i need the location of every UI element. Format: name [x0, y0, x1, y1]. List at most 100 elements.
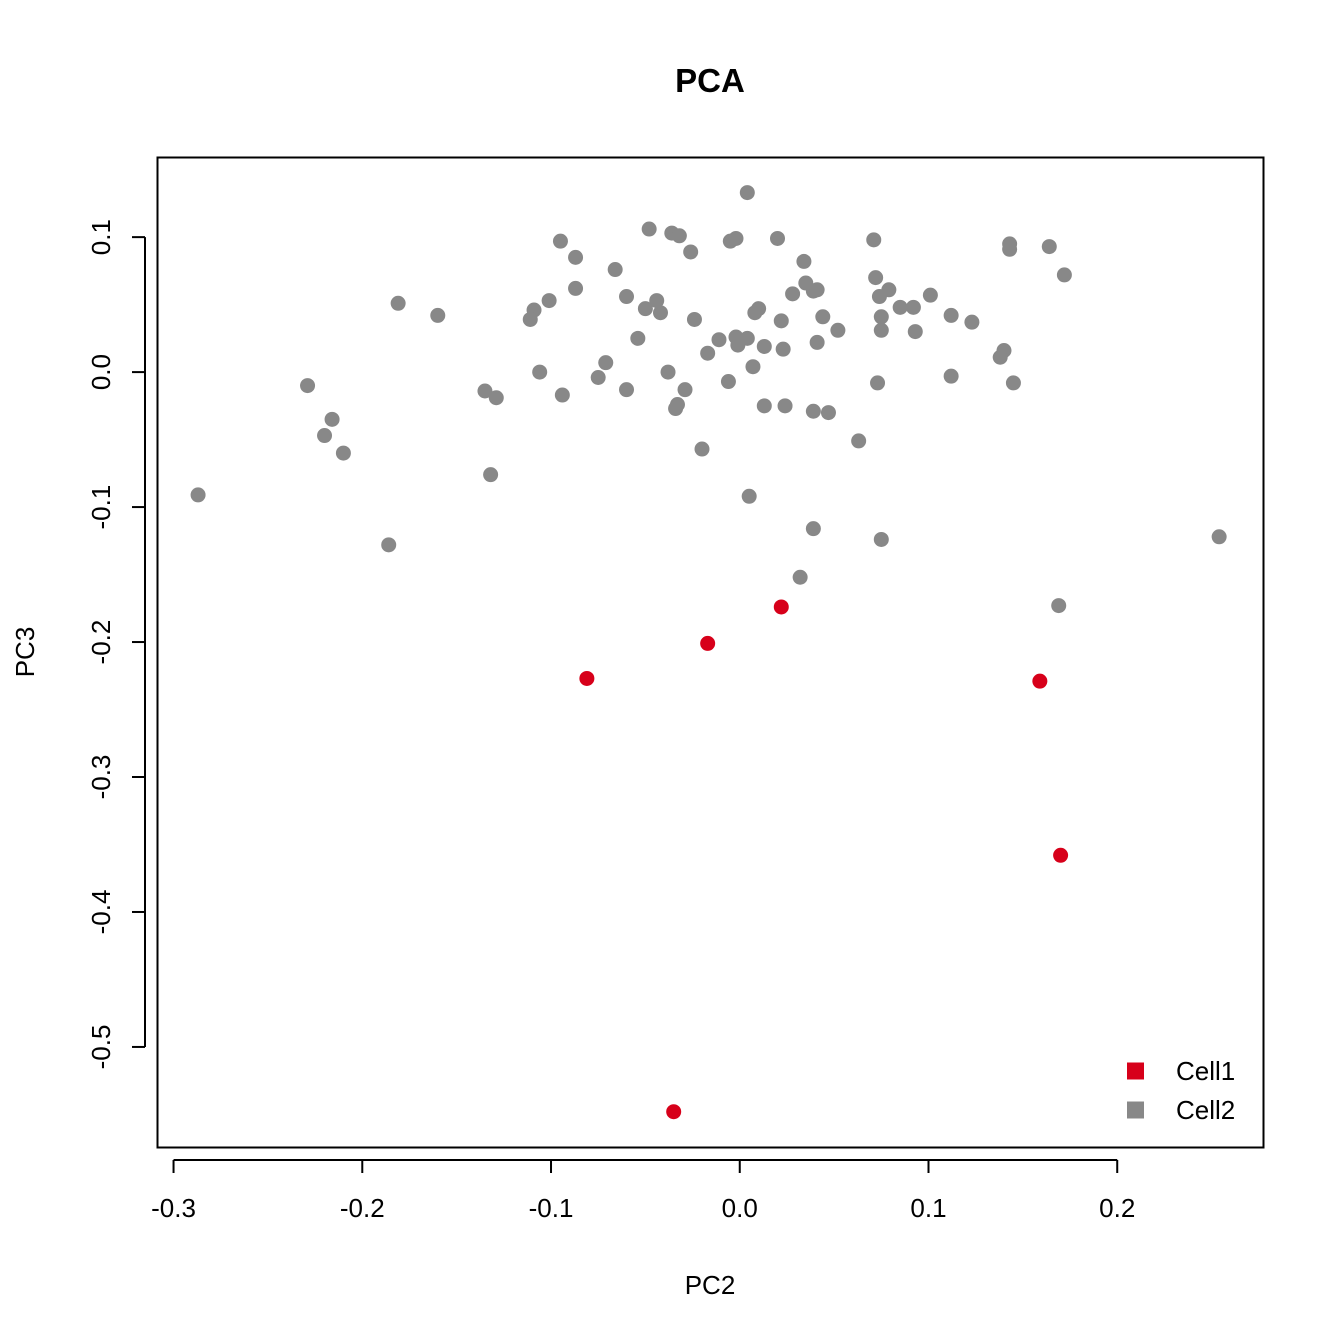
point-cell2	[851, 433, 867, 449]
point-cell2	[677, 382, 693, 398]
point-cell2	[483, 467, 499, 483]
point-cell2	[619, 382, 635, 398]
y-tick-label: -0.2	[86, 620, 116, 665]
point-cell2	[541, 293, 557, 309]
point-cell1	[579, 670, 595, 686]
point-cell2	[830, 322, 846, 338]
point-cell2	[660, 364, 676, 380]
point-cell2	[686, 311, 702, 327]
point-cell2	[728, 230, 744, 246]
point-cell2	[739, 185, 755, 201]
point-cell2	[532, 364, 548, 380]
point-cell2	[324, 411, 340, 427]
point-cell2	[630, 330, 646, 346]
point-cell2	[775, 341, 791, 357]
point-cell2	[943, 307, 959, 323]
point-cell2	[992, 349, 1008, 365]
point-cell2	[711, 332, 727, 348]
point-cell2	[809, 282, 825, 298]
point-cell2	[892, 299, 908, 315]
point-cell2	[598, 355, 614, 371]
legend: Cell1 Cell2	[1127, 1056, 1235, 1125]
point-cell2	[522, 311, 538, 327]
point-cell2	[792, 569, 808, 585]
point-cell2	[756, 398, 772, 414]
point-cell1	[1032, 673, 1048, 689]
point-cell2	[590, 370, 606, 385]
point-cell2	[568, 249, 584, 265]
point-cell2	[922, 287, 938, 303]
point-cell2	[1051, 598, 1067, 614]
x-axis: -0.3 -0.2 -0.1 0.0 0.1 0.2	[151, 1159, 1135, 1223]
x-tick-label: -0.1	[529, 1193, 574, 1223]
point-cell2	[317, 428, 333, 444]
point-cell2	[805, 403, 821, 419]
point-cell2	[905, 299, 921, 315]
data-points	[190, 185, 1227, 1120]
point-cell2	[300, 378, 316, 394]
point-cell1	[1053, 847, 1069, 863]
point-cell2	[777, 398, 793, 414]
point-cell2	[683, 244, 699, 260]
point-cell2	[568, 280, 584, 296]
point-cell2	[866, 232, 882, 248]
point-cell2	[430, 307, 446, 323]
point-cell2	[809, 334, 825, 350]
point-cell2	[649, 293, 665, 309]
x-axis-label: PC2	[685, 1270, 736, 1300]
point-cell2	[873, 309, 889, 325]
point-cell2	[488, 390, 504, 406]
y-tick-label: -0.4	[86, 890, 116, 935]
point-cell2	[720, 374, 736, 390]
point-cell2	[700, 345, 716, 361]
y-axis-label: PC3	[10, 627, 40, 678]
plot-frame	[156, 156, 1265, 1149]
point-cell2	[943, 368, 959, 384]
point-cell2	[652, 305, 668, 321]
x-tick-label: 0.0	[722, 1193, 758, 1223]
legend-label-cell2: Cell2	[1176, 1095, 1235, 1125]
y-tick-label: -0.1	[86, 485, 116, 530]
point-cell2	[637, 301, 653, 317]
point-cell2	[1211, 529, 1227, 545]
legend-label-cell1: Cell1	[1176, 1056, 1235, 1086]
point-cell2	[745, 359, 761, 375]
point-cell2	[668, 401, 684, 417]
point-cell2	[607, 262, 623, 278]
point-cell2	[741, 488, 757, 504]
point-cell2	[552, 233, 568, 249]
point-cell2	[1002, 241, 1018, 257]
point-cell2	[694, 441, 710, 457]
x-tick-label: -0.2	[340, 1193, 385, 1223]
point-cell2	[773, 313, 789, 329]
y-tick-label: 0.1	[86, 219, 116, 255]
point-cell2	[964, 314, 980, 330]
legend-swatch-cell2	[1127, 1101, 1144, 1119]
point-cell2	[747, 305, 763, 321]
x-tick-label: 0.2	[1099, 1193, 1135, 1223]
point-cell2	[1005, 375, 1021, 391]
point-cell1	[666, 1104, 682, 1120]
legend-swatch-cell1	[1127, 1062, 1144, 1080]
y-tick-label: -0.3	[86, 755, 116, 800]
chart-title: PCA	[675, 62, 745, 99]
point-cell2	[1041, 239, 1057, 255]
point-cell2	[805, 521, 821, 537]
point-cell2	[870, 375, 886, 391]
point-cell2	[671, 228, 687, 244]
point-cell2	[756, 338, 772, 354]
point-cell2	[907, 324, 923, 340]
point-cell2	[390, 295, 406, 311]
y-tick-label: -0.5	[86, 1025, 116, 1070]
point-cell2	[873, 531, 889, 547]
point-cell2	[770, 230, 786, 246]
point-cell2	[730, 337, 746, 353]
point-cell2	[871, 289, 887, 305]
point-cell2	[335, 445, 351, 461]
point-cell2	[815, 309, 831, 325]
point-cell2	[1056, 267, 1072, 283]
point-cell2	[190, 487, 206, 503]
point-cell1	[773, 599, 789, 615]
